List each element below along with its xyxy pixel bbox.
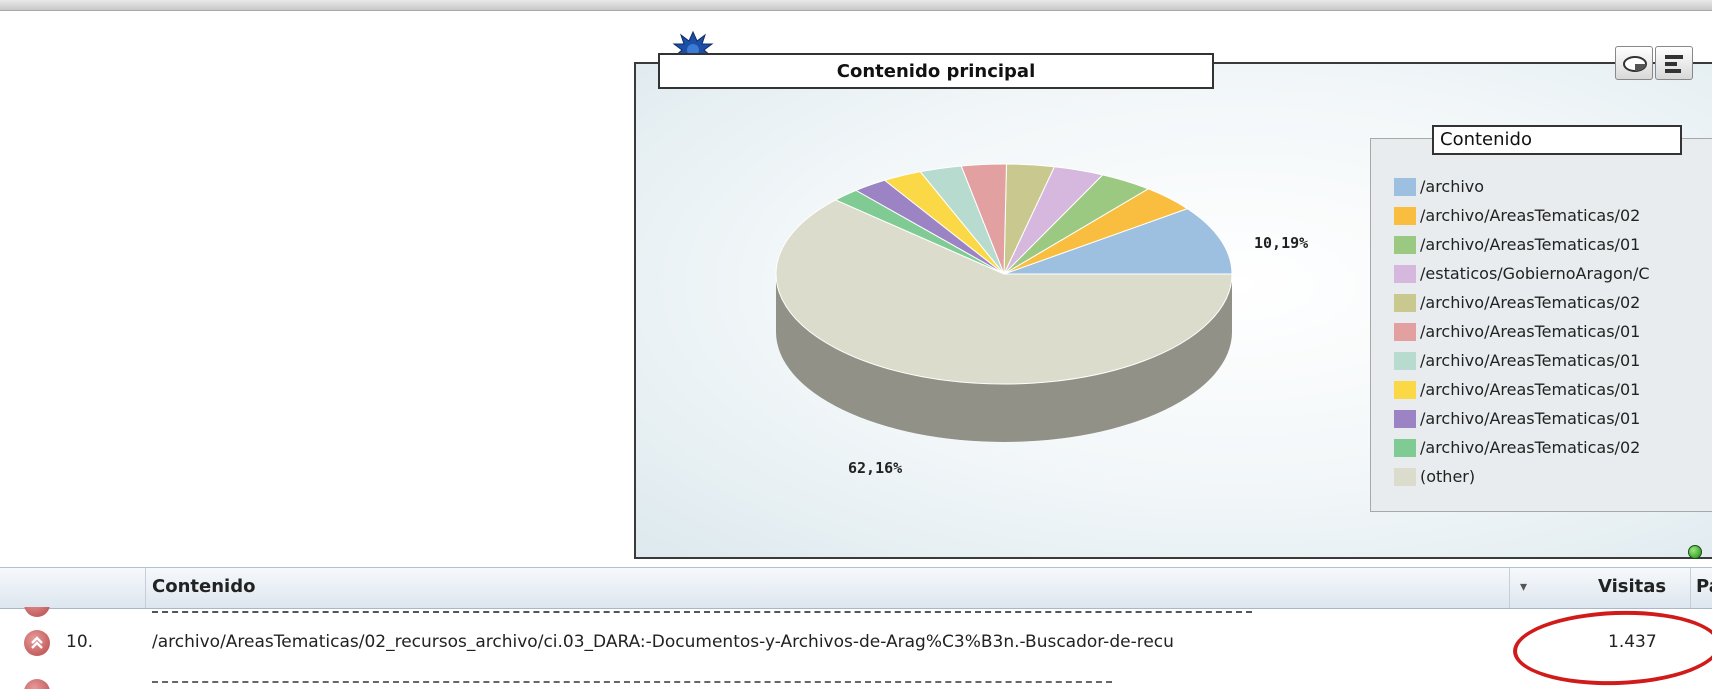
legend-swatch (1394, 264, 1416, 283)
legend-label: /archivo/AreasTematicas/01 (1420, 351, 1641, 370)
legend-swatch (1394, 380, 1416, 399)
bar-view-icon (1665, 55, 1683, 73)
legend-swatch (1394, 235, 1416, 254)
legend-item[interactable]: /archivo (1394, 172, 1650, 201)
pie-data-label-archivo: 10,19% (1254, 234, 1309, 252)
status-dot-icon (1688, 545, 1702, 559)
legend-label: /archivo/AreasTematicas/01 (1420, 409, 1641, 428)
legend-item[interactable]: /archivo/AreasTematicas/02 (1394, 201, 1650, 230)
bar-view-button[interactable] (1655, 46, 1693, 80)
row-content-path[interactable]: /archivo/AreasTematicas/02_recursos_arch… (152, 632, 1174, 652)
row-visits: 1.437 (1608, 632, 1657, 652)
sort-indicator[interactable]: ▾ (1520, 579, 1528, 595)
top-divider (0, 0, 1712, 11)
legend-item[interactable]: /archivo/AreasTematicas/02 (1394, 288, 1650, 317)
legend-item[interactable]: /estaticos/GobiernoAragon/C (1394, 259, 1650, 288)
legend-item[interactable]: /archivo/AreasTematicas/02 (1394, 433, 1650, 462)
legend-item[interactable]: /archivo/AreasTematicas/01 (1394, 346, 1650, 375)
legend-swatch (1394, 293, 1416, 312)
legend-swatch (1394, 438, 1416, 457)
table-row[interactable]: 10. /archivo/AreasTematicas/02_recursos_… (0, 619, 1712, 667)
table-header: Contenido ▾ Visitas Pág (0, 567, 1712, 609)
chevron-up-icon[interactable] (24, 607, 50, 617)
column-divider (1509, 568, 1510, 608)
legend-swatch (1394, 206, 1416, 225)
column-header-content[interactable]: Contenido (152, 576, 256, 597)
legend-label: /archivo/AreasTematicas/02 (1420, 438, 1641, 457)
chevron-up-icon[interactable] (24, 630, 50, 656)
pie-slice[interactable] (1003, 208, 1233, 275)
legend-label: /archivo/AreasTematicas/01 (1420, 380, 1641, 399)
legend-swatch (1394, 177, 1416, 196)
legend-item[interactable]: /archivo/AreasTematicas/01 (1394, 230, 1650, 259)
chart-legend (1370, 138, 1712, 512)
legend-label: /archivo/AreasTematicas/02 (1420, 206, 1641, 225)
legend-item[interactable]: (other) (1394, 462, 1650, 491)
column-header-visits[interactable]: Visitas (1598, 576, 1667, 597)
legend-title: Contenido (1432, 125, 1682, 155)
legend-label: (other) (1420, 467, 1476, 486)
pie-view-button[interactable] (1615, 46, 1653, 80)
legend-label: /archivo/AreasTematicas/01 (1420, 322, 1641, 341)
column-divider (145, 568, 146, 608)
legend-label: /archivo/AreasTematicas/02 (1420, 293, 1641, 312)
legend-swatch (1394, 322, 1416, 341)
legend-label: /archivo/AreasTematicas/01 (1420, 235, 1641, 254)
pie-view-icon (1623, 56, 1647, 72)
previous-row-partial (0, 607, 1712, 619)
pie-slice-side (776, 274, 1232, 442)
column-header-pages[interactable]: Pág (1696, 576, 1712, 597)
legend-swatch (1394, 409, 1416, 428)
legend-swatch (1394, 467, 1416, 486)
legend-label: /estaticos/GobiernoAragon/C (1420, 264, 1650, 283)
legend-swatch (1394, 351, 1416, 370)
legend-label: /archivo (1420, 177, 1485, 196)
legend-item[interactable]: /archivo/AreasTematicas/01 (1394, 404, 1650, 433)
legend-list: /archivo/archivo/AreasTematicas/02/archi… (1394, 172, 1650, 491)
pie-data-label-other: 62,16% (848, 459, 903, 477)
chevron-up-icon[interactable] (24, 679, 50, 689)
next-row-partial (0, 667, 1712, 689)
row-rank: 10. (66, 632, 94, 652)
legend-item[interactable]: /archivo/AreasTematicas/01 (1394, 317, 1650, 346)
legend-item[interactable]: /archivo/AreasTematicas/01 (1394, 375, 1650, 404)
chart-title: Contenido principal (658, 53, 1214, 89)
column-divider (1690, 568, 1691, 608)
pie-slice[interactable] (775, 199, 1233, 385)
